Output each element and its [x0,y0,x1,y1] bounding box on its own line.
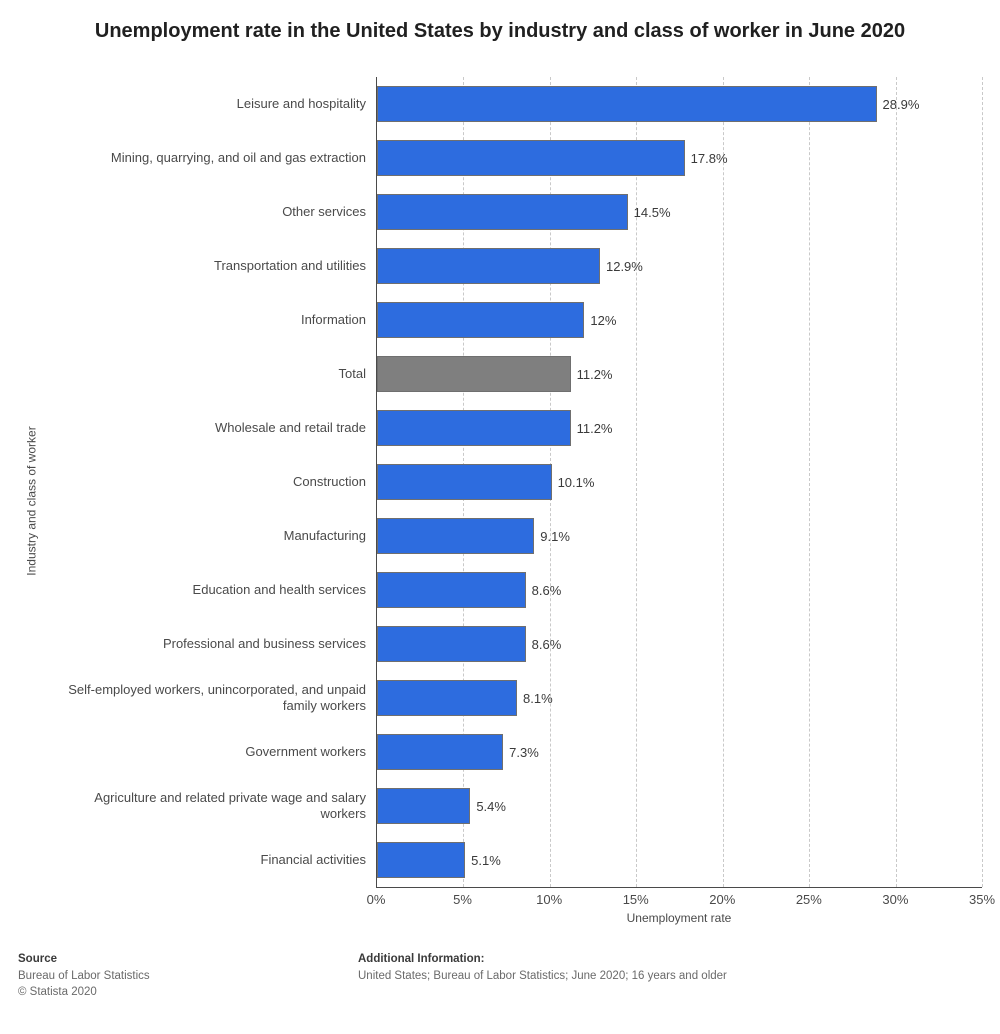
bar-value-label: 12% [590,313,616,328]
bar-row: 5.1% [377,833,982,887]
bar-value-label: 14.5% [634,205,671,220]
bar-value-label: 7.3% [509,745,539,760]
bar-value-label: 11.2% [577,421,613,436]
bar [377,194,628,230]
x-tick: 15% [623,892,649,907]
x-axis: 0%5%10%15%20%25%30%35% [376,887,982,909]
category-label: Education and health services [46,582,376,598]
bar-row: 28.9% [377,77,982,131]
bar-row: 12.9% [377,239,982,293]
bar-row: 5.4% [377,779,982,833]
bar [377,572,526,608]
category-label: Mining, quarrying, and oil and gas extra… [46,150,376,166]
bar [377,626,526,662]
footer-source-line2: © Statista 2020 [18,984,358,1000]
bar-row: 14.5% [377,185,982,239]
bar-value-label: 5.4% [476,799,506,814]
y-axis-label-column: Industry and class of worker [18,77,46,925]
bar-row: 11.2% [377,401,982,455]
plot-area: 28.9% 17.8% 14.5% 12.9% 12% 11.2% 11.2% 10.1% 9.… [376,77,982,887]
y-axis-label: Industry and class of worker [25,426,39,575]
category-label: Professional and business services [46,636,376,652]
bar-value-label: 11.2% [577,367,613,382]
bar [377,734,503,770]
gridline [982,77,983,887]
bar-value-label: 8.6% [532,637,562,652]
bar-value-label: 10.1% [558,475,595,490]
x-tick: 0% [367,892,386,907]
bar [377,518,534,554]
category-label: Transportation and utilities [46,258,376,274]
footer-additional-line: United States; Bureau of Labor Statistic… [358,968,982,984]
x-tick: 30% [882,892,908,907]
chart-container: Unemployment rate in the United States b… [0,0,1000,1018]
category-label: Financial activities [46,852,376,868]
x-tick: 20% [709,892,735,907]
bar [377,410,571,446]
bar [377,680,517,716]
bar [377,140,685,176]
bar-row: 9.1% [377,509,982,563]
footer-source-line1: Bureau of Labor Statistics [18,968,358,984]
footer-additional: Additional Information: United States; B… [358,953,982,1000]
category-label: Agriculture and related private wage and… [46,790,376,823]
footer-source-header: Source [18,953,358,965]
x-tick: 10% [536,892,562,907]
footer-source: Source Bureau of Labor Statistics © Stat… [18,953,358,1000]
chart-body: Industry and class of worker Leisure and… [18,77,982,925]
bar-row: 10.1% [377,455,982,509]
bar [377,356,571,392]
category-label: Construction [46,474,376,490]
bar [377,86,877,122]
category-label: Total [46,366,376,382]
chart-footer: Source Bureau of Labor Statistics © Stat… [18,953,982,1000]
bar-row: 8.6% [377,563,982,617]
bar [377,842,465,878]
category-label: Leisure and hospitality [46,96,376,112]
bar [377,302,584,338]
category-label: Wholesale and retail trade [46,420,376,436]
bar-row: 17.8% [377,131,982,185]
chart-title: Unemployment rate in the United States b… [18,20,982,43]
category-column: Leisure and hospitality Mining, quarrying… [46,77,376,925]
bar-value-label: 8.1% [523,691,553,706]
x-tick: 35% [969,892,995,907]
footer-additional-header: Additional Information: [358,953,982,965]
bar [377,788,470,824]
bar-value-label: 5.1% [471,853,501,868]
bar [377,464,552,500]
category-label: Manufacturing [46,528,376,544]
bar-row: 11.2% [377,347,982,401]
bar-value-label: 9.1% [540,529,570,544]
bar-row: 7.3% [377,725,982,779]
bar-value-label: 17.8% [691,151,728,166]
category-label: Information [46,312,376,328]
bar-value-label: 12.9% [606,259,643,274]
bar-value-label: 8.6% [532,583,562,598]
bar-row: 8.1% [377,671,982,725]
category-label: Other services [46,204,376,220]
category-label: Government workers [46,744,376,760]
x-tick: 25% [796,892,822,907]
bar-row: 12% [377,293,982,347]
bar [377,248,600,284]
plot-column: 28.9% 17.8% 14.5% 12.9% 12% 11.2% 11.2% 10.1% 9.… [376,77,982,925]
bar-row: 8.6% [377,617,982,671]
bar-value-label: 28.9% [883,97,920,112]
category-label: Self-employed workers, unincorporated, a… [46,682,376,715]
x-tick: 5% [453,892,472,907]
x-axis-label: Unemployment rate [376,911,982,925]
